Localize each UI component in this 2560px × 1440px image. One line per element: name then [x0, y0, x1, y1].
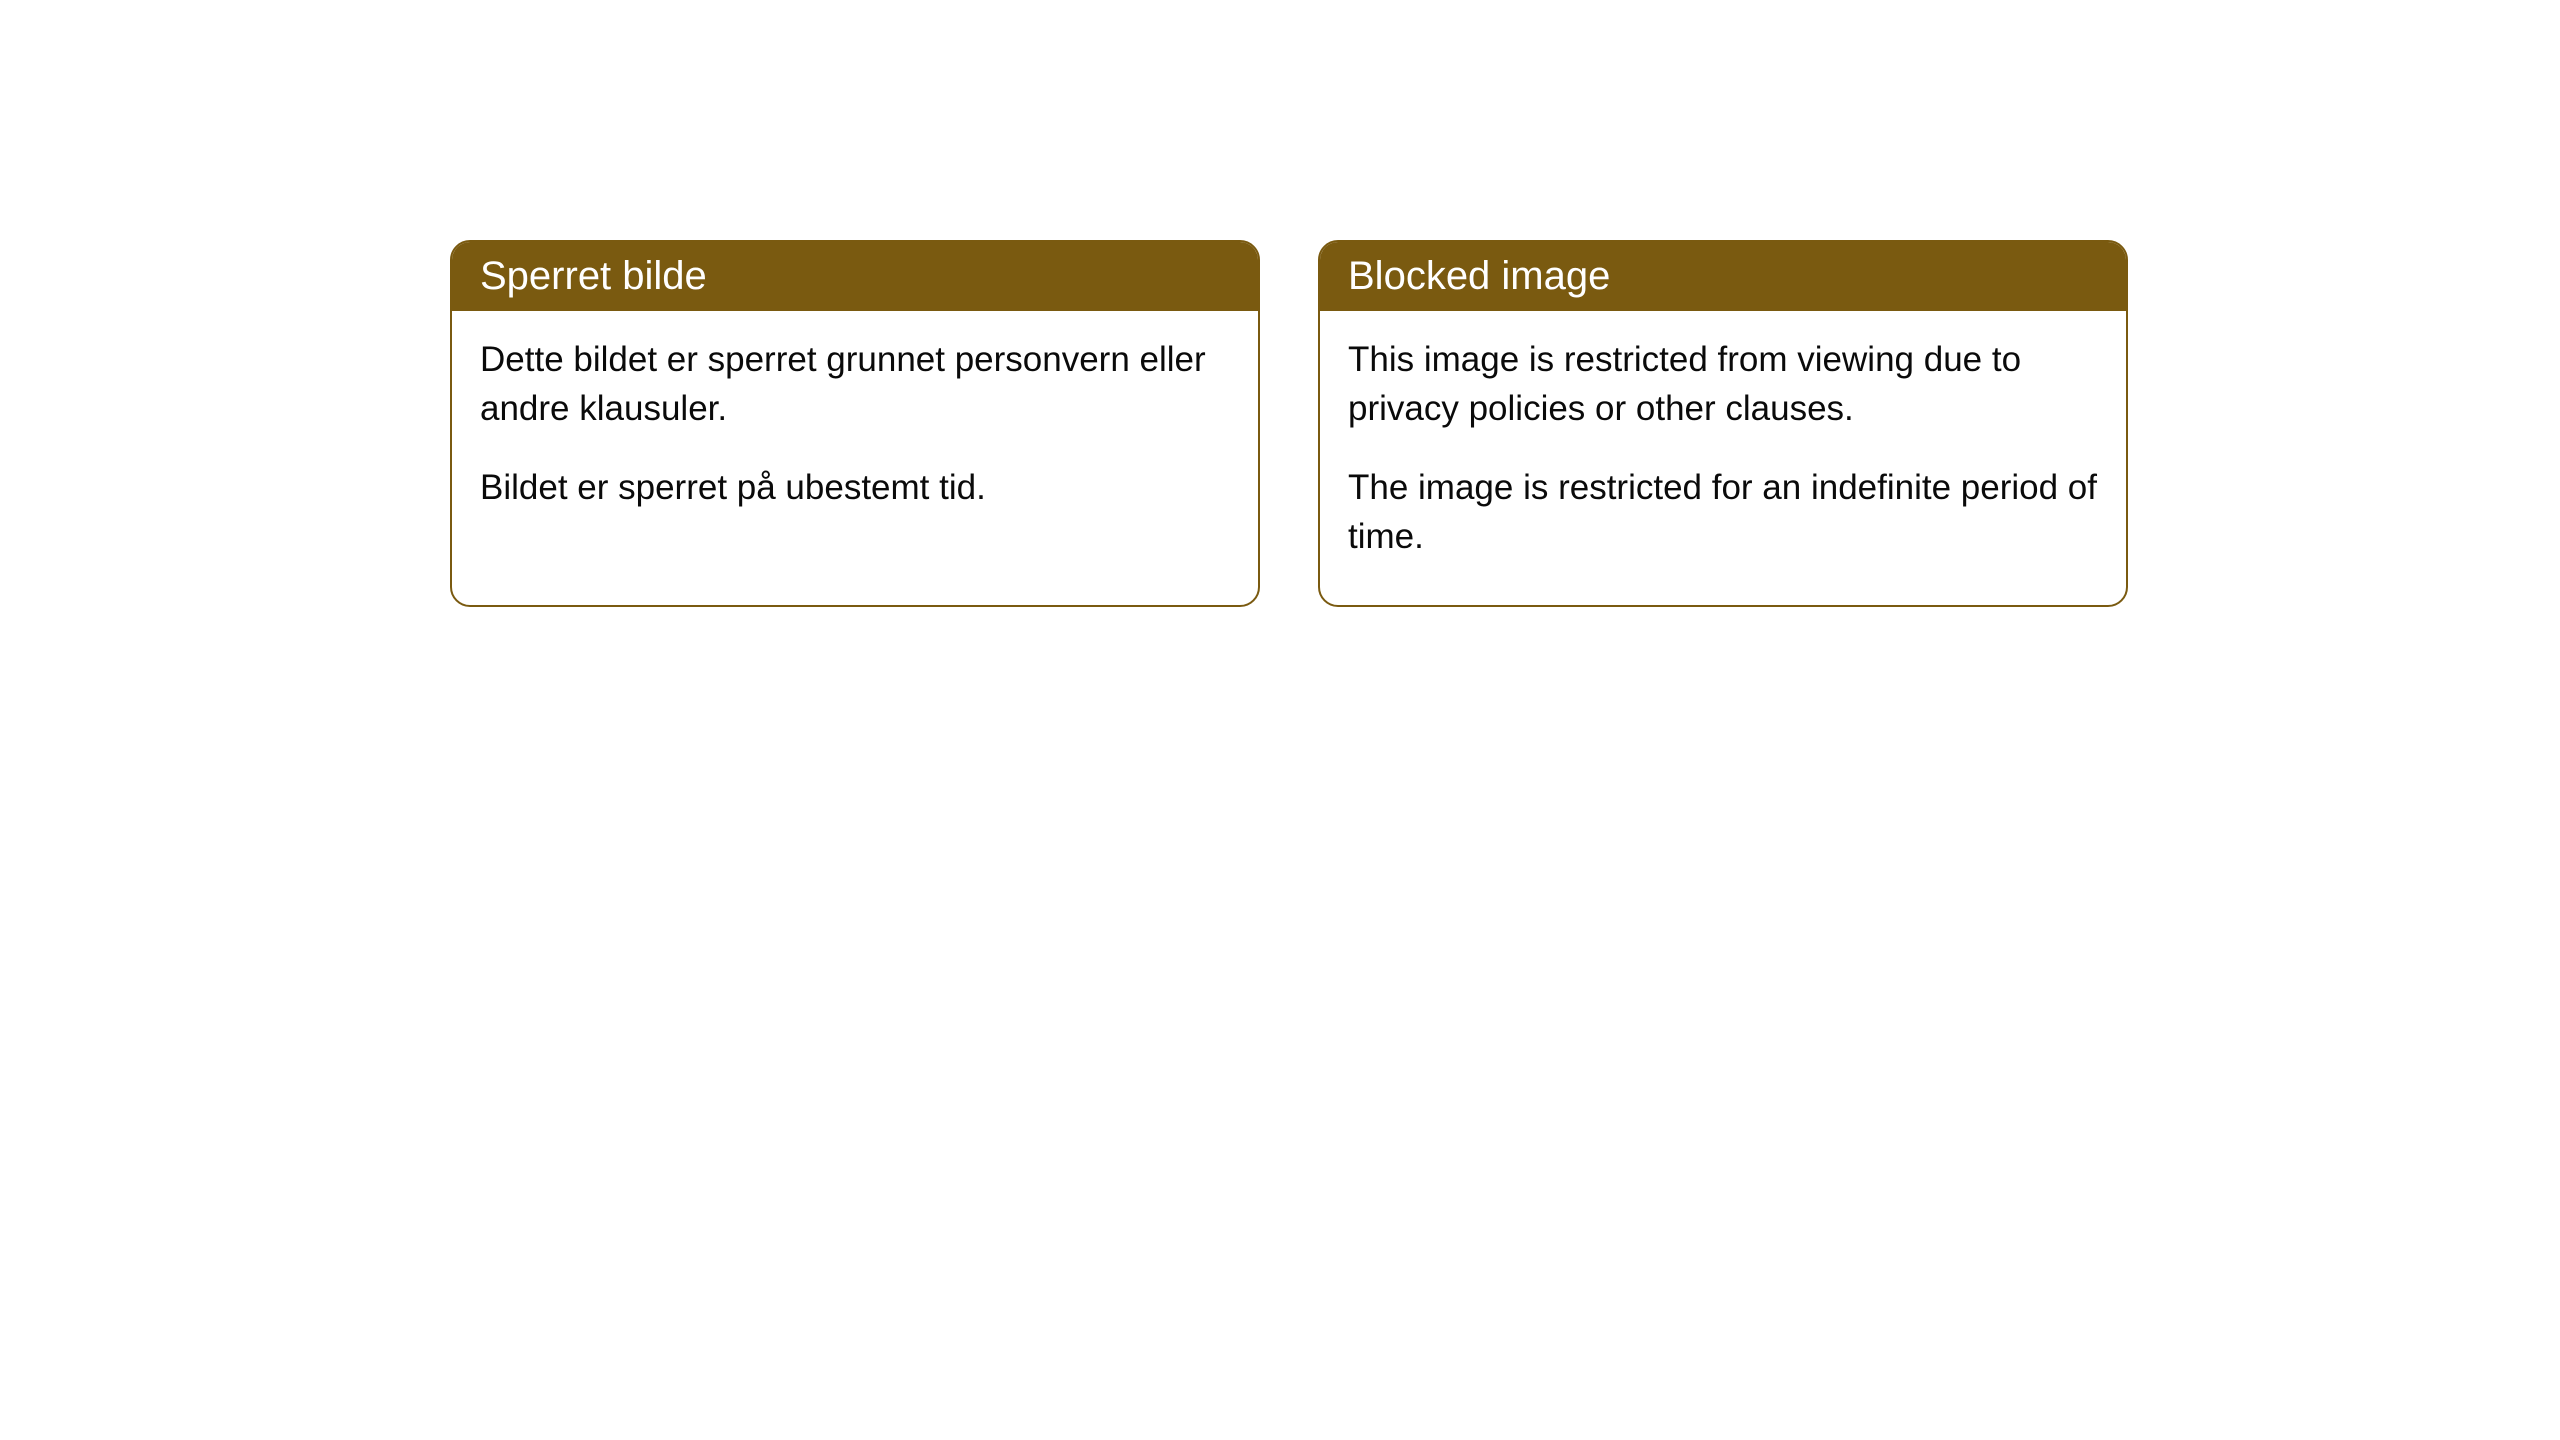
card-body-english: This image is restricted from viewing du… [1320, 311, 2126, 605]
cards-container: Sperret bilde Dette bildet er sperret gr… [450, 240, 2560, 607]
card-header-english: Blocked image [1320, 242, 2126, 311]
card-norwegian: Sperret bilde Dette bildet er sperret gr… [450, 240, 1260, 607]
card-paragraph-2: The image is restricted for an indefinit… [1348, 463, 2098, 561]
card-paragraph-2: Bildet er sperret på ubestemt tid. [480, 463, 1230, 512]
card-english: Blocked image This image is restricted f… [1318, 240, 2128, 607]
card-paragraph-1: This image is restricted from viewing du… [1348, 335, 2098, 433]
card-header-norwegian: Sperret bilde [452, 242, 1258, 311]
card-body-norwegian: Dette bildet er sperret grunnet personve… [452, 311, 1258, 556]
card-paragraph-1: Dette bildet er sperret grunnet personve… [480, 335, 1230, 433]
